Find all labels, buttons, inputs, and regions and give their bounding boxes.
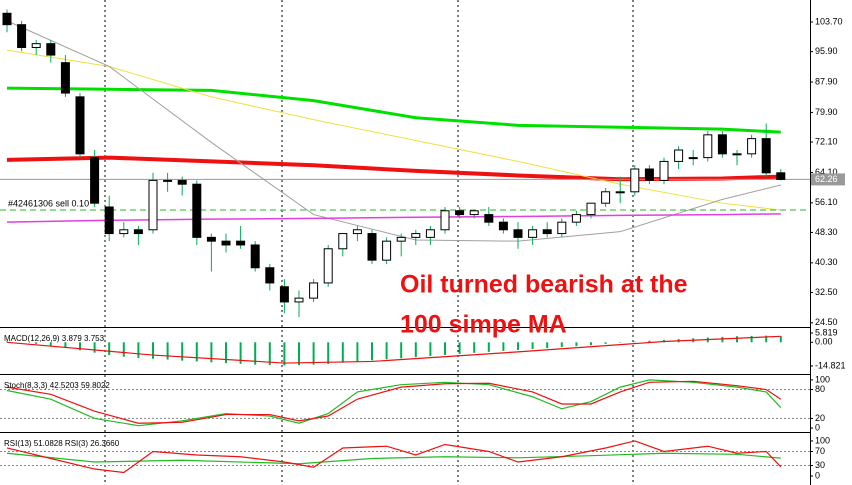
candle-body [367, 233, 377, 261]
candle-body [90, 157, 100, 204]
candle-body [250, 244, 260, 269]
candle-body [294, 297, 304, 303]
candle-body [309, 282, 319, 299]
y-tick-label: 40.30 [815, 257, 838, 267]
candle-body [265, 267, 275, 284]
candle-body [513, 229, 523, 238]
y-tick-label: 64.10 [815, 167, 838, 177]
y-tick-label: 87.90 [815, 76, 838, 86]
candle-body [425, 229, 435, 238]
indicator-line [6, 213, 781, 223]
y-tick-label: 72.10 [815, 136, 838, 146]
candle-body [119, 229, 129, 235]
indicator-label: Stoch(8,3,3) 42.5203 59.8022 [4, 381, 110, 390]
candle-body [586, 202, 596, 216]
candle-body [542, 229, 552, 235]
candle-body [323, 248, 333, 284]
candle-body [571, 214, 581, 223]
candle-body [601, 191, 611, 204]
y-tick-label: -14.821 [815, 360, 846, 370]
y-tick-label: 0 [815, 470, 820, 480]
candle-body [528, 229, 538, 238]
candle-body [192, 183, 202, 238]
candle-body [717, 134, 727, 155]
annotation: 100 simpe MA [400, 311, 567, 339]
y-tick-label: 95.90 [815, 46, 838, 56]
candle-body [776, 172, 786, 180]
candle-body [615, 191, 625, 194]
y-tick-label: 32.50 [815, 287, 838, 297]
y-tick-label: 20 [815, 413, 825, 423]
candle-body [557, 221, 567, 235]
candle-body [352, 229, 362, 235]
order-label: #42461306 sell 0.10 [8, 198, 89, 208]
y-tick-label: 56.10 [815, 197, 838, 207]
indicator-label: RSI(13) 51.0828 RSI(3) 26.3660 [4, 439, 120, 448]
y-tick-label: 80 [815, 384, 825, 394]
frame [0, 0, 811, 485]
candle-body [133, 229, 143, 235]
candle-body [498, 221, 508, 231]
y-tick-label: 79.90 [815, 107, 838, 117]
candle-body [31, 43, 41, 48]
candle-body [177, 179, 187, 185]
candle-body [163, 179, 173, 182]
candle-body [455, 210, 465, 216]
y-tick-label: 5.819 [815, 327, 838, 337]
candle-body [338, 233, 348, 250]
candle-body [382, 240, 392, 261]
candle-body [279, 286, 289, 303]
y-tick-label: 100 [815, 435, 830, 445]
candle-body [484, 214, 494, 223]
candle-body [688, 157, 698, 160]
candle-body [46, 43, 56, 56]
candle-body [411, 233, 421, 238]
candle-body [747, 138, 757, 155]
indicator-line [6, 452, 781, 465]
time-separators [104, 0, 634, 485]
candle-body [630, 168, 640, 193]
candle-body [469, 210, 479, 216]
candle-body [2, 12, 12, 26]
indicator-line [6, 86, 781, 134]
candle-body [732, 153, 742, 156]
candle-body [674, 149, 684, 162]
indicator-line [6, 440, 782, 474]
candle-body [60, 62, 70, 94]
candle-body [659, 160, 669, 181]
candle-body [75, 96, 85, 155]
candle-body [644, 168, 654, 181]
candle-body [236, 240, 246, 246]
indicator-label: MACD(12,26,9) 3.879 3.753 [4, 334, 105, 343]
y-tick-label: 48.30 [815, 227, 838, 237]
candle-body [104, 206, 114, 235]
y-tick-label: 0 [815, 422, 820, 432]
indicator-line [6, 49, 781, 211]
y-tick-label: 0.00 [815, 337, 833, 347]
indicator-line [6, 380, 782, 424]
current-price-label: 62.26 [815, 174, 838, 184]
candle-body [396, 236, 406, 242]
candle-body [206, 236, 216, 242]
y-tick-label: 103.70 [815, 16, 843, 26]
y-tick-label: 100 [815, 374, 830, 384]
y-tick-label: 24.50 [815, 317, 838, 327]
candle-body [148, 179, 158, 231]
candle-body [221, 240, 231, 246]
y-tick-label: 30 [815, 460, 825, 470]
candle-body [17, 24, 27, 48]
y-tick-label: 70 [815, 446, 825, 456]
indicator-line [6, 335, 781, 364]
current-price-box [811, 173, 845, 186]
indicator-line [6, 155, 781, 182]
candle-body [440, 210, 450, 231]
annotation: Oil turned bearish at the [400, 271, 688, 299]
candle-body [761, 138, 771, 174]
candle-body [703, 134, 713, 159]
